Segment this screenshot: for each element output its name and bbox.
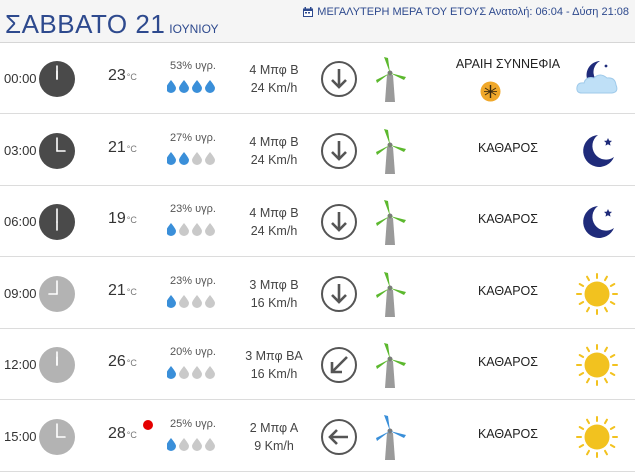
weather-condition: ΑΡΑΙΗ ΣΥΝΝΕΦΙΑ [455,57,561,71]
temperature-unit: °C [126,429,137,440]
clock-icon [38,418,76,456]
humidity-label: 25% υγρ. [170,417,216,430]
time-label: 12:00 [4,357,37,372]
wind-beaufort: 4 Μπφ Β [249,206,299,220]
sun-icon [574,343,620,387]
wind-beaufort: 3 Μπφ ΒΑ [245,349,303,363]
mosquito-alert-icon[interactable] [480,81,501,102]
day-header: ΣΑΒΒΑΤΟ 21 ΙΟΥΝΙΟΥ ΜΕΓΑΛΥΤΕΡΗ ΜΕΡΑ ΤΟΥ ΕΤ… [0,0,635,43]
temperature-value: 26 [108,353,126,370]
temperature-unit: °C [126,286,137,297]
wind-speed: 16 Km/h [250,295,298,310]
wind-info: 3 Μπφ Β 16 Km/h [236,276,312,312]
clock-icon [38,132,76,170]
day-title: ΣΑΒΒΑΤΟ 21 ΙΟΥΝΙΟΥ [5,9,219,39]
wind-beaufort: 3 Μπφ Β [249,277,299,292]
wind-turbine-icon [370,55,410,103]
temperature-value: 19 [108,210,126,227]
wind-beaufort: 2 Μπφ Α [249,420,299,435]
humidity-label: 20% υγρ. [170,346,216,358]
time-label: 15:00 [4,428,37,444]
forecast-row: 06:00 19°C 23% υγρ. 4 Μπφ Β 24 Km/h ΚΑΘΑ… [0,186,635,257]
moon-icon [574,200,620,244]
wind-info: 4 Μπφ Β 24 Km/h [236,204,312,240]
weather-condition: ΚΑΘΑΡΟΣ [477,426,539,441]
time-label: 06:00 [4,214,37,229]
time-label: 00:00 [4,71,37,86]
arrow-down-left-icon [320,346,358,384]
forecast-row: 03:00 21°C 27% υγρ. 4 Μπφ Β 24 Km/h ΚΑΘΑ… [0,115,635,186]
arrow-down-icon [320,132,358,170]
wind-turbine-icon [370,413,410,461]
weather-condition: ΚΑΘΑΡΟΣ [477,212,539,226]
forecast-row: 12:00 26°C 20% υγρ. 3 Μπφ ΒΑ 16 Km/h ΚΑΘ… [0,329,635,400]
wind-turbine-icon [370,127,410,175]
wind-turbine-icon [370,198,410,246]
wind-speed: 24 Km/h [250,81,298,95]
humidity-drops-icon [166,365,227,379]
wind-speed: 16 Km/h [250,367,298,381]
moon-icon [574,129,620,173]
clock-icon [38,203,76,241]
month-label: ΙΟΥΝΙΟΥ [169,22,219,36]
forecast-row: 09:00 21°C 23% υγρ. 3 Μπφ Β 16 Km/h ΚΑΘΑ… [0,258,635,329]
forecast-row: 15:00 28°C 25% υγρ. 2 Μπφ Α 9 Km/h ΚΑΘΑΡ… [0,401,635,472]
longest-day-text: ΜΕΓΑΛΥΤΕΡΗ ΜΕΡΑ ΤΟΥ ΕΤΟΥΣ Ανατολή: 06:04… [317,6,629,18]
temperature: 23°C [108,67,137,85]
humidity-drops-icon [166,79,227,93]
arrow-down-icon [320,203,358,241]
wind-info: 2 Μπφ Α 9 Km/h [236,419,312,455]
temperature: 21°C [108,139,137,157]
humidity-label: 23% υγρ. [170,274,216,287]
arrow-down-icon [320,60,358,98]
heat-alert-dot[interactable] [143,419,153,430]
weather-condition: ΚΑΘΑΡΟΣ [477,355,539,369]
temperature: 28°C [108,425,137,443]
wind-speed: 9 Km/h [254,438,294,453]
wind-beaufort: 4 Μπφ Β [249,134,299,149]
weather-condition: ΚΑΘΑΡΟΣ [477,140,539,155]
sun-icon [574,415,620,459]
temperature-unit: °C [126,215,137,225]
wind-info: 4 Μπφ Β 24 Km/h [236,61,312,97]
calendar-icon [303,7,314,17]
wind-info: 4 Μπφ Β 24 Km/h [236,133,312,169]
wind-beaufort: 4 Μπφ Β [249,63,299,77]
sun-icon [574,272,620,316]
humidity-label: 27% υγρ. [170,131,216,144]
clock-icon [38,60,76,98]
longest-day-info: ΜΕΓΑΛΥΤΕΡΗ ΜΕΡΑ ΤΟΥ ΕΤΟΥΣ Ανατολή: 06:04… [303,6,629,18]
moon-cloud-icon [574,57,620,101]
wind-speed: 24 Km/h [250,224,298,238]
temperature-value: 23 [108,67,126,84]
forecast-row: 00:00 23°C 53% υγρ. 4 Μπφ Β 24 Km/h ΑΡΑΙ… [0,43,635,114]
temperature-unit: °C [126,72,137,82]
humidity-drops-icon [166,222,227,236]
wind-turbine-icon [370,341,410,389]
arrow-down-icon [320,275,358,313]
arrow-left-icon [320,418,358,456]
weather-condition: ΚΑΘΑΡΟΣ [477,283,539,298]
temperature-value: 21 [108,138,126,156]
clock-icon [38,346,76,384]
humidity-label: 53% υγρ. [170,60,216,72]
temperature-value: 28 [108,424,126,442]
wind-speed: 24 Km/h [250,152,298,167]
wind-turbine-icon [370,270,410,318]
temperature: 19°C [108,210,137,228]
clock-icon [38,275,76,313]
wind-info: 3 Μπφ ΒΑ 16 Km/h [236,347,312,383]
humidity-drops-icon [166,437,227,451]
temperature-value: 21 [108,281,126,299]
humidity-drops-icon [166,294,227,308]
temperature: 26°C [108,353,137,371]
humidity-label: 23% υγρ. [170,203,216,215]
temperature-unit: °C [126,358,137,368]
humidity-drops-icon [166,151,227,165]
time-label: 03:00 [4,142,37,158]
time-label: 09:00 [4,285,37,301]
temperature: 21°C [108,282,137,300]
temperature-unit: °C [126,143,137,154]
